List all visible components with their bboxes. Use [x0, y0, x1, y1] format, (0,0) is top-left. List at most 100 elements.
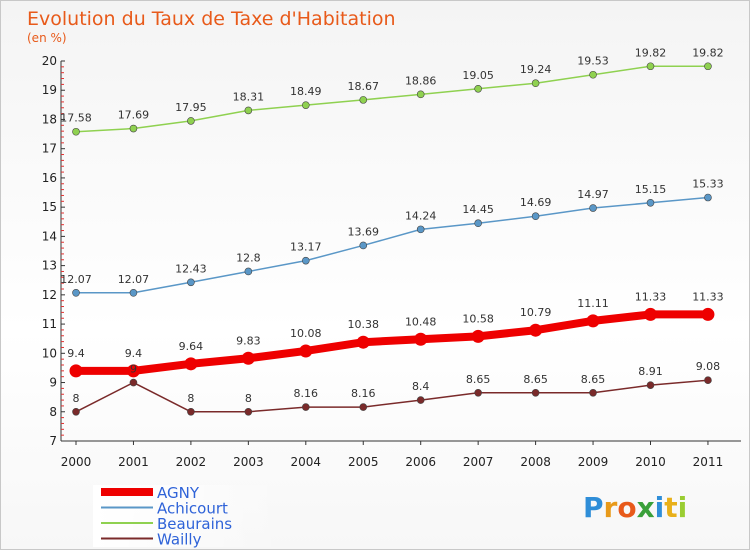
data-label: 8	[245, 392, 252, 405]
data-label: 8	[73, 392, 80, 405]
data-point	[301, 403, 310, 411]
data-label: 9.4	[125, 347, 143, 360]
data-point	[187, 278, 195, 287]
data-point	[356, 335, 370, 349]
data-label: 19.05	[462, 69, 494, 82]
data-label: 12.43	[175, 262, 207, 275]
y-tick-label: 9	[49, 376, 57, 390]
chart-subtitle: (en %)	[27, 31, 67, 45]
x-tick-label: 2010	[635, 455, 666, 469]
data-label: 17.95	[175, 101, 207, 114]
series-line	[75, 65, 709, 133]
proxiti-logo: Proxiti	[583, 491, 687, 524]
y-tick-label: 12	[42, 288, 57, 302]
data-point	[244, 267, 253, 276]
series-layer	[69, 62, 715, 416]
x-tick-label: 2011	[693, 455, 724, 469]
data-point	[72, 288, 80, 297]
data-label: 19.82	[692, 46, 724, 59]
data-label: 12.8	[236, 251, 261, 264]
data-point	[69, 364, 83, 378]
series-line	[75, 196, 709, 294]
data-label: 10.58	[462, 312, 494, 325]
data-point	[646, 381, 655, 389]
y-tick-label: 8	[49, 405, 57, 419]
data-label: 14.45	[462, 203, 494, 216]
data-point	[129, 124, 138, 133]
data-label: 8	[187, 392, 194, 405]
series-wailly	[72, 376, 712, 416]
series-agny	[69, 307, 715, 378]
y-tick-label: 19	[42, 83, 57, 97]
x-tick-label: 2007	[463, 455, 494, 469]
data-point	[704, 193, 712, 202]
data-point	[646, 198, 655, 207]
data-point	[359, 96, 368, 104]
data-label: 8.16	[351, 387, 376, 400]
data-label: 8.16	[294, 387, 319, 400]
x-tick-label: 2000	[61, 455, 92, 469]
data-label: 18.86	[405, 74, 437, 87]
data-point	[244, 407, 253, 416]
data-point	[589, 388, 597, 397]
svg-text:Proxiti: Proxiti	[583, 491, 687, 524]
data-point	[129, 378, 138, 387]
data-point	[244, 106, 253, 115]
data-label: 11.33	[692, 290, 724, 303]
y-tick-label: 18	[42, 112, 57, 126]
data-point	[471, 329, 485, 343]
x-tick-label: 2006	[405, 455, 436, 469]
series-achicourt	[72, 193, 712, 297]
data-point	[301, 101, 310, 109]
data-label: 19.53	[577, 55, 609, 68]
series-line	[75, 379, 709, 413]
data-label: 19.82	[635, 46, 667, 59]
data-point	[704, 376, 712, 385]
data-point	[474, 388, 482, 397]
data-label: 11.33	[635, 290, 667, 303]
data-label: 9	[130, 363, 137, 376]
y-tick-label: 7	[49, 434, 57, 448]
data-label: 9.4	[67, 347, 85, 360]
data-point	[129, 288, 138, 297]
data-point	[646, 62, 655, 71]
data-label: 9.83	[236, 334, 261, 347]
data-point	[301, 256, 310, 265]
data-label: 15.33	[692, 178, 724, 191]
x-tick-label: 2001	[118, 455, 149, 469]
data-label: 8.4	[412, 380, 430, 393]
data-label: 10.08	[290, 327, 322, 340]
data-label: 18.31	[233, 90, 265, 103]
legend-label: AGNY	[157, 484, 200, 502]
data-point	[359, 241, 368, 250]
data-label: 12.07	[118, 273, 150, 286]
data-point	[474, 219, 482, 228]
data-point	[187, 407, 195, 416]
data-label: 10.79	[520, 306, 552, 319]
y-tick-label: 13	[42, 259, 57, 273]
y-tick-label: 16	[42, 171, 57, 185]
data-point	[416, 225, 425, 234]
data-label: 9.08	[696, 360, 721, 373]
data-label: 15.15	[635, 183, 667, 196]
data-point	[187, 117, 195, 125]
data-point	[589, 70, 597, 79]
data-point	[72, 407, 80, 416]
data-point	[529, 323, 543, 337]
x-tick-label: 2002	[176, 455, 207, 469]
data-labels: 12.07 12.07 12.43 12.8 13.17 13.69 14.24 14.45 1…	[60, 46, 723, 405]
data-label: 8.65	[581, 373, 606, 386]
legend-label: Beaurains	[157, 515, 232, 533]
data-point	[72, 127, 80, 136]
y-tick-label: 11	[42, 317, 57, 331]
data-label: 19.24	[520, 63, 552, 76]
axes: 7 8 9 10 11 12 13 14 15 16 17 18 19 20 2000 2001 2002 200…	[42, 54, 741, 469]
data-point	[126, 364, 140, 378]
x-tick-label: 2009	[578, 455, 609, 469]
data-point	[474, 84, 482, 93]
data-label: 11.11	[577, 297, 609, 310]
data-label: 18.67	[348, 80, 380, 93]
data-label: 8.91	[638, 365, 663, 378]
